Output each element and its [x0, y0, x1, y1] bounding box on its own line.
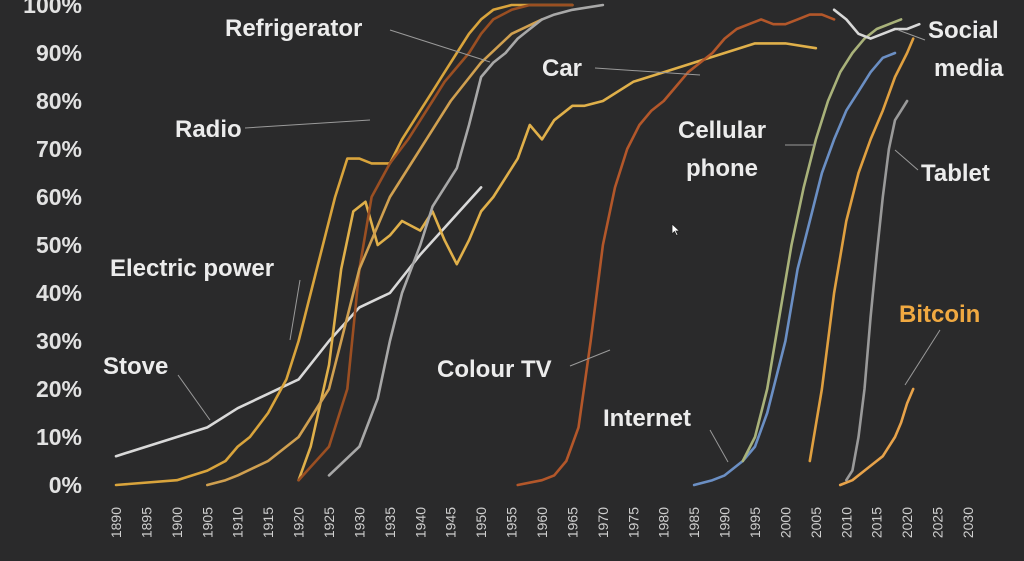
x-axis: 1890 1895 1900 1905 1910 1915 1920 1925 1930 1935… [108, 507, 976, 538]
x-tick-label: 1965 [564, 507, 580, 538]
leader-colour-tv [569, 349, 611, 367]
x-tick-label: 1950 [473, 507, 489, 538]
x-tick-label: 1910 [230, 507, 246, 538]
x-tick-label: 2020 [899, 507, 915, 538]
series-line-stove [114, 186, 483, 458]
x-tick-label: 1940 [412, 507, 428, 538]
leader-electric-power [289, 279, 301, 341]
annotation-layer: Refrigerator Car Radio Electric power St… [103, 15, 1004, 463]
x-tick-label: 1955 [504, 507, 520, 538]
series-line-car [206, 18, 544, 487]
label-tablet: Tablet [921, 160, 990, 187]
label-stove: Stove [103, 353, 168, 380]
label-colour-tv: Colour TV [437, 356, 552, 383]
label-cellular-line2: phone [686, 155, 758, 182]
label-social-line2: media [934, 55, 1004, 82]
x-tick-label: 1980 [656, 507, 672, 538]
x-tick-label: 2025 [930, 507, 946, 538]
series-line-tablet [844, 99, 909, 482]
x-tick-label: 1990 [717, 507, 733, 538]
x-tick-label: 1995 [747, 507, 763, 538]
leader-internet [709, 429, 729, 463]
y-tick-label: 50% [36, 232, 82, 258]
leader-social-media [897, 29, 926, 41]
x-tick-label: 1915 [260, 507, 276, 538]
cursor-icon [671, 223, 681, 237]
y-tick-label: 0% [49, 472, 82, 498]
x-tick-label: 1970 [595, 507, 611, 538]
x-tick-label: 1975 [625, 507, 641, 538]
leader-refrigerator [389, 29, 491, 63]
y-tick-label: 30% [36, 328, 82, 354]
x-tick-label: 1945 [443, 507, 459, 538]
leader-tablet [894, 149, 919, 171]
x-tick-label: 1935 [382, 507, 398, 538]
label-refrigerator: Refrigerator [225, 15, 362, 42]
series-line-refrigerator [297, 3, 574, 482]
x-tick-label: 1905 [199, 507, 215, 538]
label-bitcoin: Bitcoin [899, 301, 980, 328]
x-tick-label: 1925 [321, 507, 337, 538]
x-tick-label: 1900 [169, 507, 185, 538]
series-line-social-media [741, 18, 903, 463]
x-tick-label: 1895 [138, 507, 154, 538]
x-tick-label: 1920 [291, 507, 307, 538]
x-tick-label: 1890 [108, 507, 124, 538]
label-internet: Internet [603, 405, 691, 432]
label-social-line1: Social [928, 17, 999, 44]
x-tick-label: 2010 [838, 507, 854, 538]
x-tick-label: 2030 [960, 507, 976, 538]
series-line-electric-power [114, 3, 574, 487]
leader-bitcoin [904, 329, 941, 386]
y-tick-label: 100% [23, 0, 82, 18]
y-tick-label: 40% [36, 280, 82, 306]
leader-car [594, 67, 701, 76]
x-tick-label: 2005 [808, 507, 824, 538]
series-line-cellular-phone [516, 13, 836, 487]
y-tick-label: 90% [36, 40, 82, 66]
leader-radio [244, 119, 371, 129]
y-tick-label: 70% [36, 136, 82, 162]
y-axis: 0% 10% 20% 30% 40% 50% 60% 70% 80% 90% 100% [23, 0, 82, 498]
leader-stove [177, 374, 211, 421]
x-tick-label: 2000 [777, 507, 793, 538]
series-line-bitcoin [838, 387, 915, 487]
series-line-colour-tv [327, 3, 605, 477]
series-layer [114, 3, 921, 487]
series-line-internet [692, 51, 897, 487]
label-cellular-line1: Cellular [678, 117, 766, 144]
x-tick-label: 1960 [534, 507, 550, 538]
x-tick-label: 1930 [351, 507, 367, 538]
y-tick-label: 10% [36, 424, 82, 450]
series-line-series-12 [832, 8, 921, 40]
x-tick-label: 2015 [869, 507, 885, 538]
label-electric-power: Electric power [110, 255, 274, 282]
series-line-series-11 [808, 37, 915, 463]
y-tick-label: 80% [36, 88, 82, 114]
x-tick-label: 1985 [686, 507, 702, 538]
y-tick-label: 20% [36, 376, 82, 402]
label-car: Car [542, 55, 582, 82]
y-tick-label: 60% [36, 184, 82, 210]
label-radio: Radio [175, 116, 242, 143]
